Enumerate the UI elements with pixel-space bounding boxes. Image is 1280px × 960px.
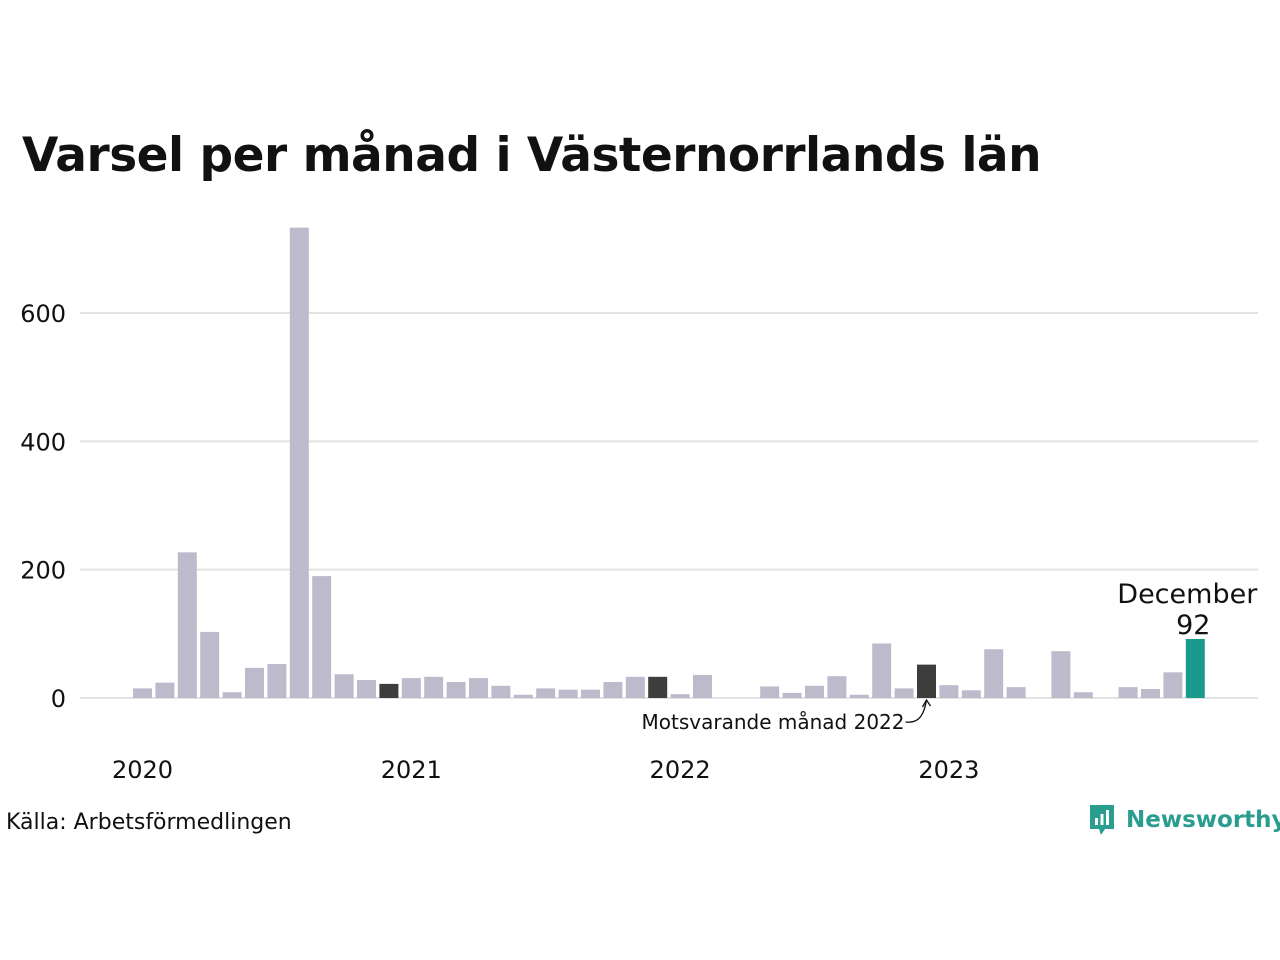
bar-2021-06 (513, 694, 533, 698)
brand-logo: Newsworthy (1088, 803, 1280, 837)
bar-2021-09 (581, 689, 600, 698)
x-tick-label: 2021 (381, 756, 442, 784)
bar-2020-04 (200, 631, 220, 698)
bar-2022-07 (805, 685, 824, 698)
bar-2021-11 (625, 676, 645, 698)
bar-2021-08 (558, 689, 578, 698)
bar-2021-05 (491, 685, 511, 698)
bar-2023-04 (1006, 687, 1026, 698)
bar-2023-06 (1051, 651, 1071, 698)
y-tick-label: 200 (20, 557, 66, 585)
bar-2021-01 (401, 678, 421, 698)
newsworthy-logo-icon (1090, 805, 1114, 835)
bar-2020-05 (222, 692, 242, 698)
bar-2020-08 (289, 227, 309, 698)
bar-2020-09 (312, 576, 332, 698)
comparison-arrow (905, 699, 928, 723)
bar-2022-11 (894, 688, 914, 698)
latest-month-value: 92 (1176, 610, 1210, 641)
bar-2022-09 (849, 694, 869, 698)
bars (133, 227, 1205, 698)
bar-2022-06 (782, 692, 802, 698)
bar-2023-11 (1163, 672, 1183, 698)
bar-2022-08 (827, 676, 847, 698)
bar-2022-12 (917, 664, 936, 698)
bar-2022-10 (872, 643, 892, 698)
bar-2021-10 (603, 681, 623, 698)
y-axis-ticks: 0 200 400 600 (20, 300, 66, 713)
bar-2022-05 (760, 686, 780, 698)
x-tick-label: 2020 (112, 756, 173, 784)
bar-2020-02 (155, 682, 175, 698)
bar-2020-06 (245, 667, 264, 698)
y-tick-label: 400 (20, 428, 66, 456)
bar-2020-11 (357, 680, 376, 698)
bar-2021-03 (446, 681, 466, 698)
bar-2023-09 (1118, 687, 1138, 698)
bar-2023-12 (1185, 638, 1205, 698)
bar-2021-12 (648, 676, 668, 698)
comparison-month-label: Motsvarande månad 2022 (642, 710, 905, 734)
bar-2021-07 (536, 688, 556, 698)
source-note: Källa: Arbetsförmedlingen (6, 810, 292, 835)
x-tick-label: 2022 (650, 756, 711, 784)
annotations: December 92 Motsvarande månad 2022 (642, 579, 1259, 734)
bar-2022-02 (693, 674, 712, 698)
x-axis-year-labels: 2020 2021 2022 2023 (112, 756, 979, 784)
x-tick-label: 2023 (918, 756, 979, 784)
y-tick-label: 0 (51, 685, 66, 713)
bar-2020-03 (177, 552, 197, 698)
gridlines (80, 311, 1258, 699)
chart-title: Varsel per månad i Västernorrlands län (22, 128, 1042, 183)
bar-2023-01 (939, 685, 959, 698)
bar-2023-03 (984, 649, 1004, 698)
latest-month-label: December (1117, 579, 1258, 610)
bar-2021-02 (424, 676, 444, 698)
brand-name: Newsworthy (1126, 807, 1280, 833)
bar-2023-02 (961, 690, 981, 698)
bar-2021-04 (469, 678, 488, 698)
y-tick-label: 600 (20, 300, 66, 328)
bar-2023-10 (1141, 689, 1160, 698)
bar-2020-12 (379, 683, 399, 698)
bar-2020-07 (267, 663, 287, 698)
bar-2022-01 (670, 694, 690, 698)
bar-2023-07 (1073, 692, 1093, 698)
bar-2020-10 (334, 674, 354, 698)
bar-2020-01 (133, 688, 152, 698)
comparison-arrowhead (921, 698, 932, 708)
